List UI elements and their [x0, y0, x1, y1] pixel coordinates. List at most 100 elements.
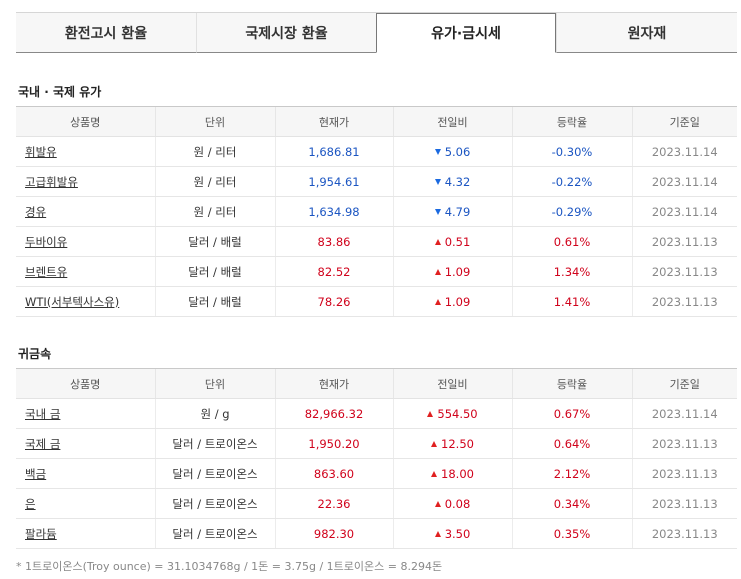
change-rate-cell: 1.34% — [511, 256, 632, 287]
change-rate-cell: 0.34% — [511, 488, 632, 519]
change-value: 12.50 — [441, 436, 474, 451]
product-name-cell: 국내 금 — [16, 398, 155, 429]
col-current-price-header: 현재가 — [274, 106, 393, 137]
table-row: WTI(서부텍사스유) 달러 / 배럴 78.26 1.09 1.41% 2023.11.… — [16, 286, 737, 317]
product-link[interactable]: 국내 금 — [25, 406, 61, 421]
change-value: 18.00 — [441, 466, 474, 481]
up-arrow-icon — [431, 440, 438, 447]
current-price-cell: 1,686.81 — [274, 136, 393, 167]
product-name-cell: 휘발유 — [16, 136, 155, 167]
product-link[interactable]: 휘발유 — [25, 144, 57, 159]
unit-cell: 달러 / 트로이온스 — [154, 428, 275, 459]
unit-cell: 달러 / 배럴 — [154, 226, 275, 257]
change-rate-cell: 1.41% — [511, 286, 632, 317]
current-price-cell: 83.86 — [274, 226, 393, 257]
product-name-cell: WTI(서부텍사스유) — [16, 286, 155, 317]
product-link[interactable]: 브렌트유 — [25, 264, 68, 279]
current-price-cell: 22.36 — [274, 488, 393, 519]
product-name-cell: 팔라듐 — [16, 518, 155, 549]
table-row: 팔라듐 달러 / 트로이온스 982.30 3.50 0.35% 2023.11.13 — [16, 518, 737, 549]
change-cell: 18.00 — [392, 458, 512, 489]
col-product-name-header: 상품명 — [16, 368, 155, 399]
product-link[interactable]: 경유 — [25, 204, 47, 219]
oil-section-title: 국내 · 국제 유가 — [18, 85, 102, 99]
table-row: 국내 금 원 / g 82,966.32 554.50 0.67% 2023.11.14 — [16, 398, 737, 429]
col-change-rate-header: 등락율 — [511, 106, 632, 137]
change-value: 4.79 — [444, 204, 471, 219]
table-row: 브렌트유 달러 / 배럴 82.52 1.09 1.34% 2023.11.13 — [16, 256, 737, 287]
current-price-cell: 1,950.20 — [274, 428, 393, 459]
col-change-header: 전일비 — [392, 106, 512, 137]
col-unit-header: 단위 — [154, 106, 275, 137]
unit-cell: 달러 / 배럴 — [154, 286, 275, 317]
up-arrow-icon — [431, 470, 438, 477]
product-link[interactable]: WTI(서부텍사스유) — [25, 294, 120, 309]
change-cell: 1.09 — [392, 256, 512, 287]
up-arrow-icon — [434, 238, 441, 245]
change-cell: 4.32 — [392, 166, 512, 197]
unit-cell: 달러 / 배럴 — [154, 256, 275, 287]
table-row: 국제 금 달러 / 트로이온스 1,950.20 12.50 0.64% 2023.11.… — [16, 428, 737, 459]
change-cell: 0.08 — [392, 488, 512, 519]
col-current-price-header: 현재가 — [274, 368, 393, 399]
change-rate-cell: -0.30% — [511, 136, 632, 167]
current-price-cell: 863.60 — [274, 458, 393, 489]
base-date-cell: 2023.11.14 — [631, 196, 737, 227]
unit-cell: 원 / 리터 — [154, 136, 275, 167]
base-date-cell: 2023.11.13 — [631, 226, 737, 257]
tab-oil-gold[interactable]: 유가·금시세 — [376, 13, 556, 53]
current-price-cell: 82.52 — [274, 256, 393, 287]
product-link[interactable]: 두바이유 — [25, 234, 68, 249]
product-name-cell: 은 — [16, 488, 155, 519]
current-price-cell: 82,966.32 — [274, 398, 393, 429]
base-date-cell: 2023.11.13 — [631, 428, 737, 459]
current-price-cell: 1,954.61 — [274, 166, 393, 197]
tab-international-exchange[interactable]: 국제시장 환율 — [196, 13, 376, 53]
base-date-cell: 2023.11.13 — [631, 518, 737, 549]
product-link[interactable]: 은 — [25, 496, 36, 511]
col-base-date-header: 기준일 — [631, 106, 737, 137]
product-link[interactable]: 팔라듐 — [25, 526, 57, 541]
col-change-header: 전일비 — [392, 368, 512, 399]
unit-cell: 달러 / 트로이온스 — [154, 518, 275, 549]
base-date-cell: 2023.11.13 — [631, 488, 737, 519]
product-name-cell: 두바이유 — [16, 226, 155, 257]
table-header-row: 상품명 단위 현재가 전일비 등락율 기준일 — [16, 368, 737, 399]
unit-cell: 달러 / 트로이온스 — [154, 488, 275, 519]
change-value: 3.50 — [444, 526, 471, 541]
table-row: 고급휘발유 원 / 리터 1,954.61 4.32 -0.22% 2023.11.14 — [16, 166, 737, 197]
base-date-cell: 2023.11.14 — [631, 398, 737, 429]
change-rate-cell: 0.61% — [511, 226, 632, 257]
product-link[interactable]: 백금 — [25, 466, 47, 481]
unit-cell: 원 / g — [154, 398, 275, 429]
unit-cell: 원 / 리터 — [154, 166, 275, 197]
change-value: 554.50 — [437, 406, 478, 421]
table-row: 은 달러 / 트로이온스 22.36 0.08 0.34% 2023.11.13 — [16, 488, 737, 519]
base-date-cell: 2023.11.13 — [631, 256, 737, 287]
change-rate-cell: -0.29% — [511, 196, 632, 227]
product-link[interactable]: 국제 금 — [25, 436, 61, 451]
down-arrow-icon — [434, 178, 441, 185]
product-link[interactable]: 고급휘발유 — [25, 174, 78, 189]
change-value: 1.09 — [444, 264, 471, 279]
table-row: 경유 원 / 리터 1,634.98 4.79 -0.29% 2023.11.14 — [16, 196, 737, 227]
change-cell: 3.50 — [392, 518, 512, 549]
current-price-cell: 1,634.98 — [274, 196, 393, 227]
tab-exchange-notice[interactable]: 환전고시 환율 — [16, 13, 196, 53]
col-change-rate-header: 등락율 — [511, 368, 632, 399]
change-cell: 0.51 — [392, 226, 512, 257]
col-product-name-header: 상품명 — [16, 106, 155, 137]
change-value: 0.51 — [444, 234, 471, 249]
product-name-cell: 국제 금 — [16, 428, 155, 459]
change-rate-cell: 0.64% — [511, 428, 632, 459]
change-rate-cell: 0.67% — [511, 398, 632, 429]
change-value: 4.32 — [444, 174, 471, 189]
up-arrow-icon — [434, 298, 441, 305]
tab-raw-materials[interactable]: 원자재 — [556, 13, 737, 53]
base-date-cell: 2023.11.14 — [631, 136, 737, 167]
change-cell: 5.06 — [392, 136, 512, 167]
unit-cell: 달러 / 트로이온스 — [154, 458, 275, 489]
metal-price-table: 상품명 단위 현재가 전일비 등락율 기준일 국내 금 원 / g 82,966.32 554.… — [16, 368, 737, 549]
down-arrow-icon — [434, 208, 441, 215]
col-unit-header: 단위 — [154, 368, 275, 399]
